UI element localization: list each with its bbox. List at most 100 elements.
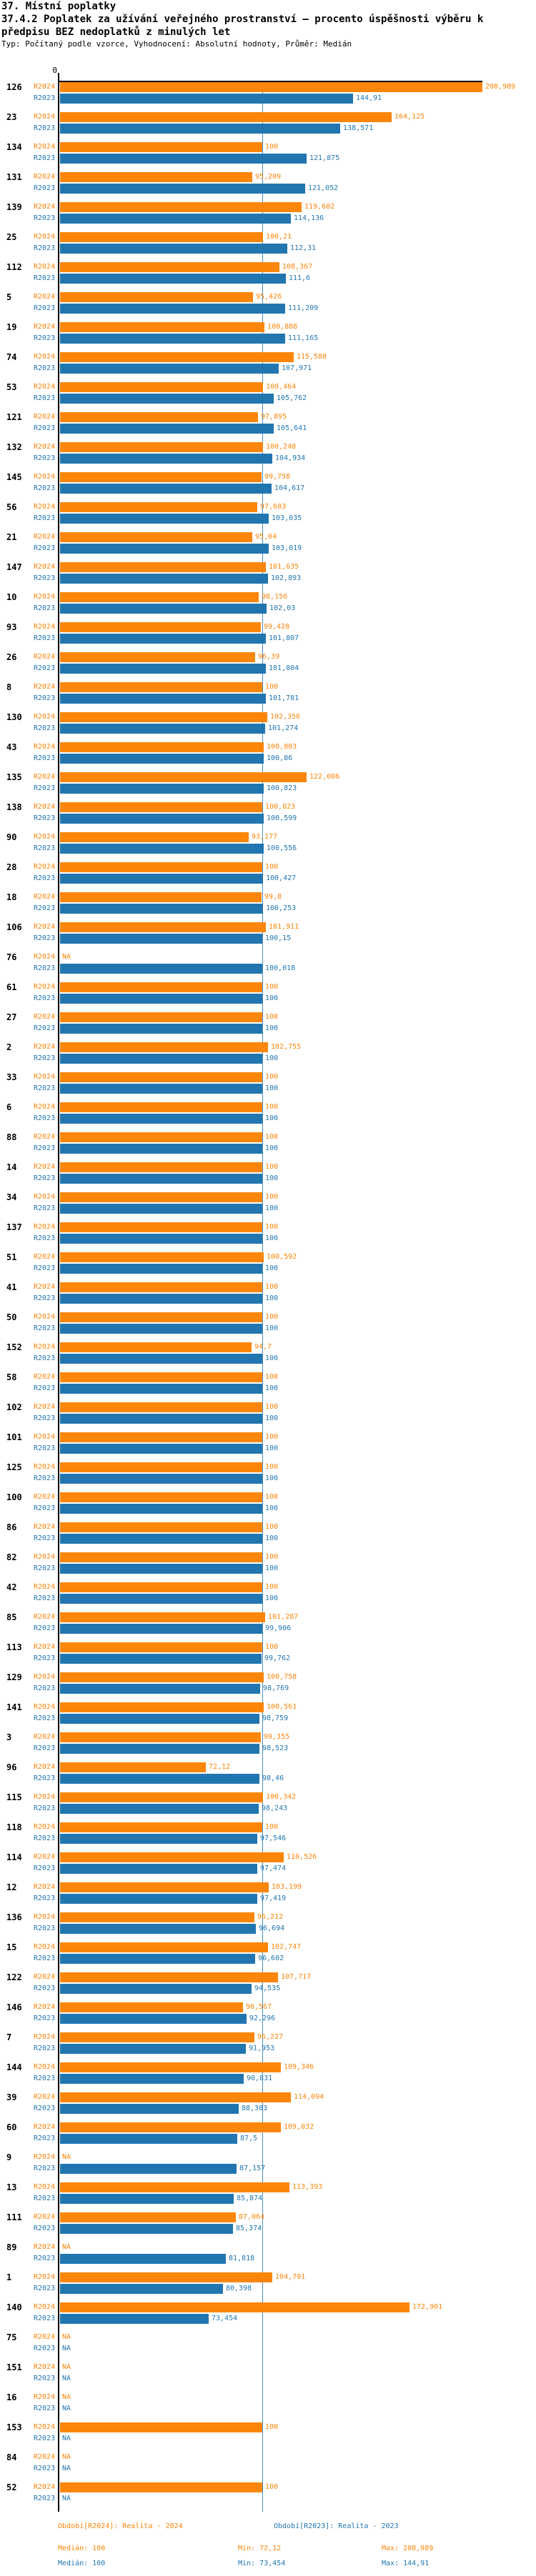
series-label-r2023: R2023 <box>34 514 56 522</box>
series-label-r2024: R2024 <box>34 1673 56 1681</box>
value-label-r2024: 100 <box>265 1133 279 1141</box>
series-label-r2023: R2023 <box>34 904 56 912</box>
bar-group-144: 144 R2024 109,346 R2023 90,831 <box>0 2062 536 2092</box>
value-label-r2023: 100 <box>265 1024 279 1032</box>
value-bar-r2023 <box>60 1504 262 1514</box>
value-label-r2024: 100 <box>265 2423 279 2431</box>
municipality-id-label: 151 <box>6 2362 22 2372</box>
value-label-r2023: 104,934 <box>275 454 306 462</box>
value-bar-r2023 <box>60 394 274 404</box>
value-bar-r2024 <box>60 1222 262 1232</box>
series-label-r2024: R2024 <box>34 1343 56 1351</box>
value-bar-r2023 <box>60 2044 246 2054</box>
value-label-r2024: 107,717 <box>281 1973 312 1981</box>
value-label-r2023: 100,556 <box>267 844 297 852</box>
series-label-r2023: R2023 <box>34 1985 56 1992</box>
y-axis-line <box>58 73 59 2512</box>
value-label-r2024: 96,227 <box>257 2033 284 2041</box>
series-label-r2023: R2023 <box>34 574 56 582</box>
value-label-r2024: 93,177 <box>252 833 278 841</box>
value-label-r2023: 102,03 <box>269 604 296 612</box>
value-bar-r2023 <box>60 2284 223 2294</box>
series-label-r2023: R2023 <box>34 2495 56 2502</box>
value-bar-r2024 <box>60 2482 262 2492</box>
bar-group-23: 23 R2024 164,125 R2023 138,571 <box>0 112 536 142</box>
series-label-r2024: R2024 <box>34 2453 56 2461</box>
value-label-r2024: 100 <box>265 1073 279 1081</box>
value-label-r2024: 96,39 <box>258 653 280 661</box>
series-label-r2023: R2023 <box>34 484 56 492</box>
municipality-id-label: 52 <box>6 2482 17 2492</box>
value-bar-r2023 <box>60 1624 262 1634</box>
series-label-r2023: R2023 <box>34 1024 56 1032</box>
x-axis-zero-tick-label: 0 <box>52 66 57 75</box>
bar-group-90: 90 R2024 93,177 R2023 100,556 <box>0 832 536 862</box>
series-label-r2023: R2023 <box>34 724 56 732</box>
municipality-id-label: 26 <box>6 652 17 662</box>
municipality-id-label: 25 <box>6 232 17 242</box>
value-bar-r2023 <box>60 1204 262 1214</box>
bar-group-93: 93 R2024 99,428 R2023 101,807 <box>0 622 536 652</box>
value-bar-r2023 <box>60 1684 260 1694</box>
municipality-id-label: 131 <box>6 172 22 182</box>
series-label-r2024: R2024 <box>34 2153 56 2161</box>
series-label-r2024: R2024 <box>34 173 56 181</box>
value-bar-r2024 <box>60 232 263 242</box>
value-label-r2023: 100,253 <box>266 904 297 912</box>
series-label-r2024: R2024 <box>34 1163 56 1171</box>
value-bar-r2023 <box>60 274 286 284</box>
value-label-r2024: 109,032 <box>284 2123 314 2131</box>
municipality-id-label: 13 <box>6 2182 17 2192</box>
municipality-id-label: 86 <box>6 1522 17 1532</box>
series-label-r2024: R2024 <box>34 1133 56 1141</box>
series-label-r2024: R2024 <box>34 2483 56 2491</box>
bar-group-125: 125 R2024 100 R2023 100 <box>0 1462 536 1492</box>
value-label-r2024: 100,561 <box>267 1703 297 1711</box>
bar-group-89: 89 R2024 NA R2023 81,818 <box>0 2242 536 2272</box>
value-bar-r2024 <box>60 1462 262 1472</box>
series-label-r2023: R2023 <box>34 2285 56 2292</box>
series-label-r2024: R2024 <box>34 1883 56 1891</box>
value-label-r2023: 100,427 <box>266 874 297 882</box>
municipality-id-label: 100 <box>6 1492 22 1502</box>
series-label-r2024: R2024 <box>34 413 56 421</box>
municipality-id-label: 125 <box>6 1462 22 1472</box>
municipality-id-label: 43 <box>6 742 17 752</box>
value-bar-r2024 <box>60 2272 272 2282</box>
value-bar-r2024 <box>60 1162 262 1172</box>
value-bar-r2024 <box>60 2122 281 2132</box>
value-bar-r2024 <box>60 382 263 392</box>
value-label-r2024: 100,21 <box>266 233 292 241</box>
value-bar-r2023 <box>60 2164 237 2174</box>
value-label-r2023: NA <box>62 2465 71 2472</box>
value-label-r2023: 85,874 <box>237 2195 263 2202</box>
series-label-r2023: R2023 <box>34 664 56 672</box>
value-label-r2023: 102,893 <box>271 574 302 582</box>
bar-group-132: 132 R2024 100,248 R2023 104,934 <box>0 442 536 472</box>
bar-group-115: 115 R2024 100,342 R2023 98,243 <box>0 1792 536 1822</box>
value-label-r2024: 164,125 <box>394 113 425 121</box>
value-label-r2023: 121,052 <box>308 184 339 192</box>
municipality-id-label: 106 <box>6 922 22 932</box>
value-label-r2023: 100,86 <box>267 754 293 762</box>
municipality-id-label: 102 <box>6 1402 22 1412</box>
municipality-id-label: 42 <box>6 1582 17 1592</box>
value-label-r2023: 100,15 <box>265 934 292 942</box>
value-label-r2024: 100 <box>265 983 279 991</box>
value-label-r2023: 100,018 <box>265 964 296 972</box>
value-label-r2024: 95,426 <box>256 293 282 301</box>
series-label-r2024: R2024 <box>34 1013 56 1021</box>
municipality-id-label: 112 <box>6 262 22 272</box>
value-bar-r2024 <box>60 592 259 602</box>
value-bar-r2024 <box>60 1762 206 1772</box>
bar-group-84: 84 R2024 NA R2023 NA <box>0 2452 536 2482</box>
value-bar-r2024 <box>60 2002 243 2012</box>
value-label-r2023: 101,781 <box>269 694 299 702</box>
value-bar-r2023 <box>60 1384 262 1394</box>
series-label-r2024: R2024 <box>34 893 56 901</box>
value-bar-r2023 <box>60 664 266 674</box>
value-label-r2024: 100,342 <box>266 1793 297 1801</box>
value-label-r2024: 100,803 <box>267 743 297 751</box>
value-label-r2023: 98,243 <box>262 1804 288 1812</box>
bar-group-13: 13 R2024 113,393 R2023 85,874 <box>0 2182 536 2212</box>
